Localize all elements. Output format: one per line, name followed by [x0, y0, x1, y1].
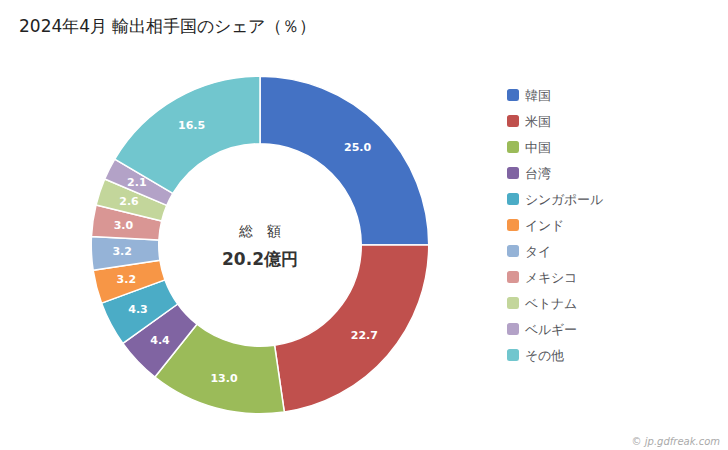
svg-text:2.1: 2.1: [127, 176, 147, 189]
svg-text:2.6: 2.6: [119, 195, 139, 208]
svg-text:3.2: 3.2: [117, 273, 137, 286]
svg-text:米国: 米国: [525, 114, 551, 129]
svg-text:総 額: 総 額: [238, 223, 281, 239]
svg-text:22.7: 22.7: [351, 329, 378, 342]
svg-text:中国: 中国: [525, 140, 551, 155]
svg-text:© jp.gdfreak.com: © jp.gdfreak.com: [632, 436, 721, 447]
svg-text:韓国: 韓国: [525, 88, 551, 103]
svg-text:その他: その他: [525, 348, 564, 363]
svg-text:20.2億円: 20.2億円: [222, 249, 298, 269]
svg-text:インド: インド: [525, 218, 564, 233]
svg-text:タイ: タイ: [525, 244, 551, 259]
svg-text:4.3: 4.3: [128, 303, 148, 316]
svg-text:4.4: 4.4: [150, 334, 170, 347]
svg-text:台湾: 台湾: [525, 166, 551, 181]
svg-text:3.2: 3.2: [112, 245, 132, 258]
svg-text:2024年4月 輸出相手国のシェア（％）: 2024年4月 輸出相手国のシェア（％）: [19, 16, 316, 36]
svg-text:13.0: 13.0: [210, 372, 237, 385]
svg-text:ベトナム: ベトナム: [525, 296, 577, 311]
svg-text:メキシコ: メキシコ: [525, 270, 577, 285]
svg-text:3.0: 3.0: [114, 219, 134, 232]
svg-text:ベルギー: ベルギー: [525, 322, 577, 337]
svg-text:シンガポール: シンガポール: [525, 192, 603, 207]
svg-text:25.0: 25.0: [344, 141, 371, 154]
svg-text:16.5: 16.5: [178, 119, 205, 132]
